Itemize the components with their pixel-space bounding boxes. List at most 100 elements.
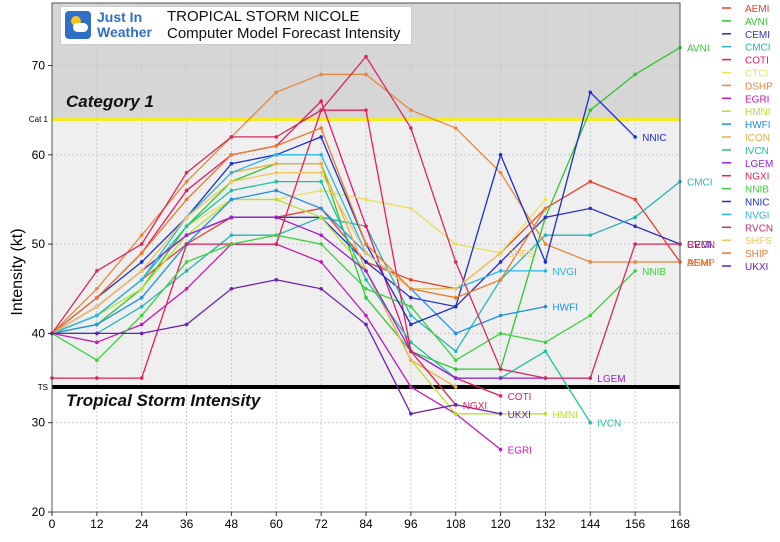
- point-avni-156: [633, 72, 637, 77]
- point-coti-36: [184, 188, 189, 193]
- legend-label-ukxi: UKXI: [745, 262, 768, 273]
- point-ship-96: [409, 286, 413, 291]
- point-nnic-48: [229, 161, 234, 166]
- point-shfs-12: [95, 304, 99, 309]
- point-cemi-156: [633, 224, 637, 229]
- point-ship-48: [229, 153, 234, 157]
- point-coti-120: [498, 394, 503, 398]
- point-egri-12: [95, 340, 99, 345]
- point-nnib-24: [139, 313, 144, 318]
- point-dshp-60: [274, 90, 279, 95]
- legend-label-icon: ICON: [745, 133, 770, 144]
- point-ukxi-108: [453, 403, 458, 407]
- end-label-ngxi: NGXI: [463, 401, 487, 412]
- end-label-nnib: NNIB: [642, 267, 666, 278]
- y-axis-label: Intensity (kt): [9, 228, 26, 315]
- point-nvgi-132: [543, 269, 548, 273]
- point-ship-72: [319, 126, 323, 130]
- point-hwfi-72: [319, 206, 323, 211]
- series-line-hwfi: [51, 189, 546, 335]
- point-nnib-108: [453, 358, 458, 362]
- point-nnic-144: [588, 90, 593, 95]
- point-ivcn-132: [543, 349, 548, 354]
- point-lgem-72: [319, 233, 323, 237]
- x-tick-label-48: 48: [225, 517, 239, 531]
- series-end-labels: AEMI AVNI CEMI CMCI COTI DSHP EGRI HMNI HWFI IVCN…: [463, 44, 715, 457]
- point-coti-72: [319, 99, 323, 104]
- series-line-hmni: [51, 198, 546, 415]
- legend-label-nvgi: NVGI: [745, 210, 769, 221]
- x-tick-label-144: 144: [580, 517, 600, 531]
- point-rvcn-108: [453, 260, 458, 264]
- chart-title: TROPICAL STORM NICOLE: [167, 8, 360, 25]
- point-nvgi-72: [319, 153, 323, 157]
- point-aemi-156: [633, 197, 637, 202]
- point-ngxi-36: [184, 242, 189, 246]
- point-ctci-84: [364, 197, 368, 202]
- chart-subtitle: Computer Model Forecast Intensity: [167, 25, 401, 42]
- point-nvgi-48: [229, 170, 234, 175]
- legend-label-ivcn: IVCN: [745, 146, 769, 157]
- end-label-rvcn: RVCN: [687, 240, 715, 251]
- point-cmci-144: [588, 233, 593, 237]
- point-rvcn-12: [95, 269, 99, 273]
- x-tick-label-36: 36: [180, 517, 194, 531]
- point-rvcn-84: [364, 54, 368, 59]
- x-tick-label-60: 60: [270, 517, 284, 531]
- x-tick-label-12: 12: [90, 517, 104, 531]
- end-label-hmni: HMNI: [552, 410, 578, 421]
- legend-label-nnic: NNIC: [745, 198, 769, 209]
- point-ivcn-48: [229, 188, 234, 193]
- legend-label-avni: AVNI: [745, 17, 768, 28]
- point-rvcn-96: [409, 126, 413, 130]
- point-nnic-24: [139, 260, 144, 264]
- end-label-coti: COTI: [508, 392, 532, 403]
- point-shfs-72: [319, 170, 323, 175]
- point-nnib-60: [274, 233, 279, 237]
- point-nvgi-12: [95, 313, 99, 318]
- point-cmci-96: [409, 313, 413, 318]
- x-tick-label-24: 24: [135, 517, 149, 531]
- legend-label-ctci: CTCI: [745, 69, 768, 80]
- point-ctci-96: [409, 206, 413, 211]
- point-ukxi-96: [409, 411, 413, 416]
- point-nnib-36: [184, 260, 189, 264]
- point-cmci-24: [139, 304, 144, 309]
- end-label-ivcn: IVCN: [597, 419, 621, 430]
- x-tick-label-132: 132: [535, 517, 555, 531]
- point-hmni-108: [453, 411, 458, 416]
- point-lgem-60: [274, 215, 279, 220]
- point-hwfi-108: [453, 331, 458, 336]
- point-ukxi-84: [364, 322, 368, 327]
- point-egri-36: [184, 286, 189, 291]
- series-line-ngxi: [52, 109, 457, 406]
- point-hwfi-132: [543, 304, 548, 309]
- point-nnib-144: [588, 313, 593, 318]
- point-ivcn-72: [319, 179, 323, 184]
- x-tick-label-120: 120: [491, 517, 511, 531]
- point-ship-12: [95, 295, 99, 300]
- point-rvcn-132: [543, 376, 548, 380]
- point-dshp-108: [453, 126, 458, 130]
- point-cmci-36: [184, 269, 189, 273]
- end-label-avni: AVNI: [687, 44, 710, 55]
- point-icon-60: [274, 161, 279, 166]
- point-shfs-48: [229, 179, 234, 184]
- point-ukxi-24: [139, 331, 144, 336]
- point-dshp-24: [139, 233, 144, 237]
- legend-label-ship: SHIP: [745, 249, 769, 260]
- point-ctci-72: [319, 188, 323, 193]
- legend-label-hmni: HMNI: [745, 107, 771, 118]
- logo-text-line2: Weather: [97, 24, 152, 40]
- point-ukxi-60: [274, 278, 279, 282]
- point-aemi-144: [588, 179, 593, 184]
- point-ship-84: [364, 242, 368, 246]
- x-tick-label-0: 0: [49, 517, 56, 531]
- point-nvgi-60: [274, 153, 279, 157]
- point-shfs-60: [274, 170, 279, 175]
- point-hwfi-60: [274, 188, 279, 193]
- point-ivcn-144: [588, 420, 593, 425]
- point-nnic-72: [319, 135, 323, 139]
- point-egri-120: [498, 447, 503, 452]
